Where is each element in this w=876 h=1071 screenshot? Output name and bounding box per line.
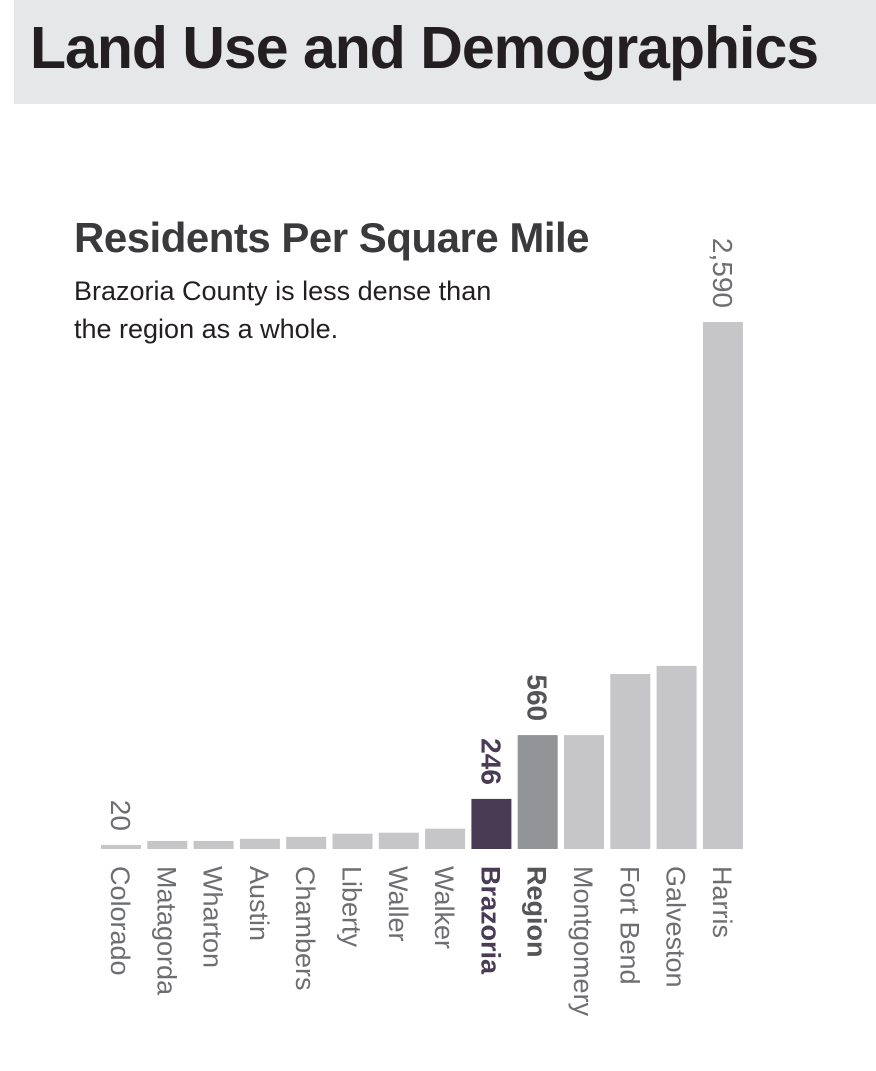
- category-label-colorado: Colorado: [105, 866, 135, 976]
- category-label-montgomery: Montgomery: [568, 866, 598, 1017]
- value-label-brazoria: 246: [475, 738, 506, 785]
- category-label-wharton: Wharton: [198, 866, 228, 968]
- chart-title: Residents Per Square Mile: [74, 214, 590, 261]
- category-label-brazoria: Brazoria: [475, 866, 505, 975]
- value-label-region: 560: [522, 674, 553, 721]
- bar-fort-bend: [610, 674, 651, 849]
- category-label-waller: Waller: [383, 866, 413, 942]
- chart-subtitle: Brazoria County is less dense than the r…: [74, 276, 492, 344]
- bar-waller: [378, 832, 419, 849]
- page-title: Land Use and Demographics: [30, 15, 819, 81]
- bar-montgomery: [564, 735, 604, 849]
- value-label-harris: 2,590: [707, 238, 738, 308]
- bar-region: [517, 735, 558, 849]
- category-label-galveston: Galveston: [661, 866, 691, 988]
- bar-chambers: [286, 836, 327, 849]
- bar-liberty: [332, 833, 373, 849]
- category-label-region: Region: [522, 866, 552, 958]
- category-label-austin: Austin: [244, 866, 274, 941]
- value-label-colorado: 20: [105, 800, 136, 831]
- bar-walker: [425, 828, 466, 849]
- category-label-walker: Walker: [429, 866, 459, 949]
- header-band: [14, 0, 876, 104]
- bar-harris: [702, 322, 743, 849]
- bar-austin: [239, 838, 280, 849]
- category-label-chambers: Chambers: [290, 866, 320, 991]
- category-label-liberty: Liberty: [337, 866, 367, 948]
- category-label-fort-bend: Fort Bend: [614, 866, 644, 985]
- bar-wharton: [193, 840, 234, 849]
- category-label-matagorda: Matagorda: [151, 866, 181, 996]
- bar-colorado: [101, 844, 141, 849]
- bar-matagorda: [147, 840, 188, 849]
- bar-galveston: [656, 665, 697, 849]
- category-label-harris: Harris: [707, 866, 737, 938]
- bar-brazoria: [471, 798, 512, 849]
